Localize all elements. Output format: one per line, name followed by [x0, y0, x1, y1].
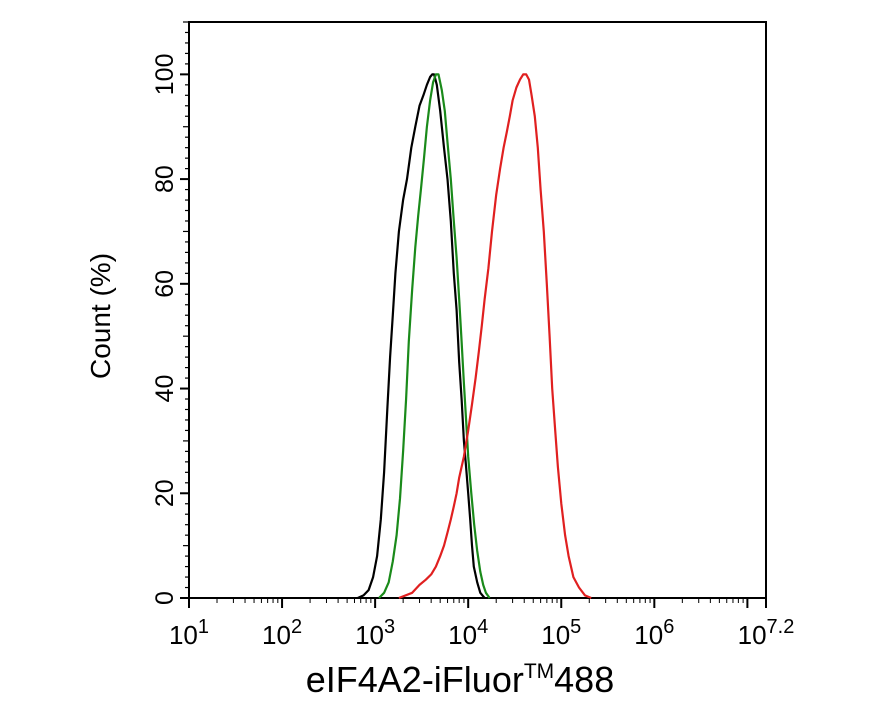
x-axis-label-superscript: TM: [524, 660, 554, 683]
plot-area: [188, 21, 767, 599]
y-tick-label: 40: [151, 375, 179, 403]
x-tick-label: 103: [355, 616, 395, 650]
y-tick-label: 80: [151, 165, 179, 193]
x-axis: 101 102 103 104 105 106 107.2: [169, 598, 794, 650]
x-tick-label: 102: [262, 616, 302, 650]
y-tick-label: 0: [151, 591, 179, 605]
y-axis: 0 20 40 60 80 100: [151, 21, 189, 605]
series-line-1: [357, 73, 486, 600]
x-tick-label: 104: [448, 616, 488, 650]
y-axis-label: Count (%): [85, 253, 116, 379]
x-tick-label: 107.2: [738, 616, 795, 650]
x-axis-label: eIF4A2-iFluorTM488: [306, 659, 614, 700]
y-tick-label: 20: [151, 479, 179, 507]
x-axis-label-suffix: 488: [554, 659, 614, 700]
x-tick-label: 105: [541, 616, 581, 650]
series-line-3: [398, 73, 592, 600]
x-tick-label: 106: [634, 616, 674, 650]
x-axis-label-main: eIF4A2-iFluor: [306, 659, 524, 700]
series-lines: [357, 73, 592, 600]
series-line-2: [378, 73, 491, 599]
plot-frame: [188, 21, 767, 599]
x-tick-label: 101: [169, 616, 209, 650]
y-tick-label: 100: [151, 54, 179, 96]
y-tick-label: 60: [151, 270, 179, 298]
